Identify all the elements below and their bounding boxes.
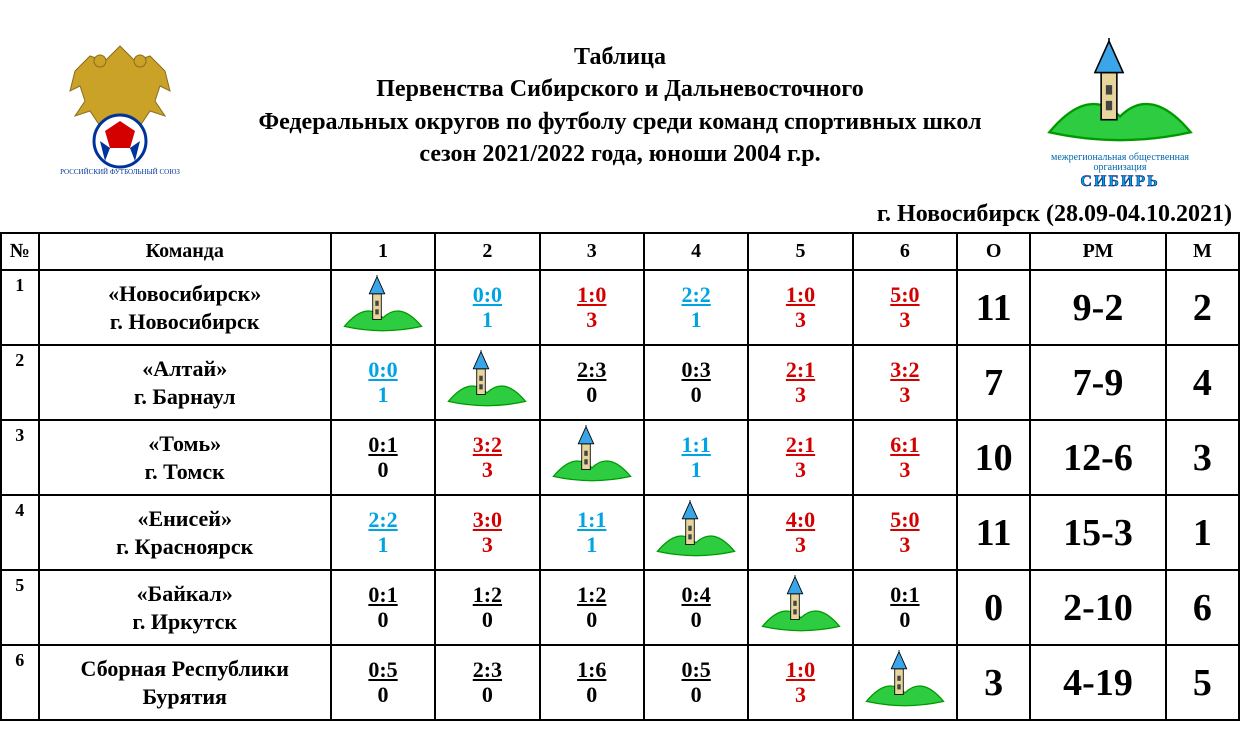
th-g3: 3	[540, 233, 644, 270]
game-cell: 2:30	[540, 345, 644, 420]
game-cell: 6:13	[853, 420, 957, 495]
th-team: Команда	[39, 233, 331, 270]
svg-text:РОССИЙСКИЙ ФУТБОЛЬНЫЙ СОЮЗ: РОССИЙСКИЙ ФУТБОЛЬНЫЙ СОЮЗ	[60, 168, 180, 176]
game-cell: 2:13	[748, 420, 852, 495]
game-cell: 5:03	[853, 270, 957, 345]
team-name: «Байкал»г. Иркутск	[39, 570, 331, 645]
th-g5: 5	[748, 233, 852, 270]
table-row: 2«Алтай»г. Барнаул0:01 2:300:302:133:237…	[1, 345, 1239, 420]
row-number: 1	[1, 270, 39, 345]
th-num: №	[1, 233, 39, 270]
stat-pm: 4-19	[1030, 645, 1166, 720]
team-name: «Новосибирск»г. Новосибирск	[39, 270, 331, 345]
stat-m: 5	[1166, 645, 1239, 720]
stat-o: 11	[957, 270, 1030, 345]
game-cell: 1:20	[435, 570, 539, 645]
team-name: Сборная РеспубликиБурятия	[39, 645, 331, 720]
row-number: 3	[1, 420, 39, 495]
game-cell: 5:03	[853, 495, 957, 570]
table-row: 4«Енисей»г. Красноярск2:213:031:11 4:035…	[1, 495, 1239, 570]
game-cell: 1:20	[540, 570, 644, 645]
title-line1: Таблица	[200, 41, 1040, 73]
game-cell	[435, 345, 539, 420]
game-cell: 1:11	[644, 420, 748, 495]
stat-o: 3	[957, 645, 1030, 720]
game-cell: 0:01	[331, 345, 435, 420]
game-cell: 3:03	[435, 495, 539, 570]
game-cell: 0:10	[853, 570, 957, 645]
th-g1: 1	[331, 233, 435, 270]
logo-small-text: межрегиональная общественная организация	[1040, 153, 1200, 173]
table-row: 3«Томь»г. Томск0:103:23 1:112:136:131012…	[1, 420, 1239, 495]
table-row: 5«Байкал»г. Иркутск0:101:201:200:40 0:10…	[1, 570, 1239, 645]
game-cell: 0:40	[644, 570, 748, 645]
stat-pm: 15-3	[1030, 495, 1166, 570]
logo-left: РОССИЙСКИЙ ФУТБОЛЬНЫЙ СОЮЗ	[40, 36, 200, 176]
team-name: «Томь»г. Томск	[39, 420, 331, 495]
game-cell: 2:30	[435, 645, 539, 720]
game-cell	[748, 570, 852, 645]
game-cell: 1:03	[748, 270, 852, 345]
row-number: 5	[1, 570, 39, 645]
game-cell	[540, 420, 644, 495]
title-block: Таблица Первенства Сибирского и Дальнево…	[200, 41, 1040, 171]
title-line3: Федеральных округов по футболу среди ком…	[200, 106, 1040, 138]
stat-m: 6	[1166, 570, 1239, 645]
stat-pm: 12-6	[1030, 420, 1166, 495]
game-cell: 2:21	[331, 495, 435, 570]
th-g6: 6	[853, 233, 957, 270]
stat-pm: 2-10	[1030, 570, 1166, 645]
th-m: М	[1166, 233, 1239, 270]
location-text: г. Новосибирск (28.09-04.10.2021)	[0, 201, 1240, 228]
row-number: 4	[1, 495, 39, 570]
game-cell: 1:11	[540, 495, 644, 570]
table-row: 6Сборная РеспубликиБурятия0:502:301:600:…	[1, 645, 1239, 720]
game-cell: 0:30	[644, 345, 748, 420]
stat-m: 4	[1166, 345, 1239, 420]
game-cell: 2:21	[644, 270, 748, 345]
th-g2: 2	[435, 233, 539, 270]
game-cell	[644, 495, 748, 570]
stat-m: 2	[1166, 270, 1239, 345]
game-cell: 3:23	[435, 420, 539, 495]
row-number: 6	[1, 645, 39, 720]
game-cell: 0:50	[644, 645, 748, 720]
rfu-logo-icon: РОССИЙСКИЙ ФУТБОЛЬНЫЙ СОЮЗ	[55, 36, 185, 176]
game-cell: 0:50	[331, 645, 435, 720]
game-cell: 2:13	[748, 345, 852, 420]
stat-m: 1	[1166, 495, 1239, 570]
th-g4: 4	[644, 233, 748, 270]
game-cell: 4:03	[748, 495, 852, 570]
title-line4: сезон 2021/2022 года, юноши 2004 г.р.	[200, 138, 1040, 170]
stat-m: 3	[1166, 420, 1239, 495]
stat-o: 10	[957, 420, 1030, 495]
header: РОССИЙСКИЙ ФУТБОЛЬНЫЙ СОЮЗ Таблица Перве…	[0, 20, 1240, 191]
game-cell	[331, 270, 435, 345]
stat-o: 0	[957, 570, 1030, 645]
team-name: «Енисей»г. Красноярск	[39, 495, 331, 570]
stat-pm: 9-2	[1030, 270, 1166, 345]
row-number: 2	[1, 345, 39, 420]
stat-o: 11	[957, 495, 1030, 570]
th-o: О	[957, 233, 1030, 270]
stat-o: 7	[957, 345, 1030, 420]
logo-big-text: СИБИРЬ	[1040, 173, 1200, 191]
logo-right: межрегиональная общественная организация…	[1040, 20, 1200, 191]
game-cell: 1:03	[748, 645, 852, 720]
th-pm: РМ	[1030, 233, 1166, 270]
game-cell: 0:10	[331, 570, 435, 645]
game-cell: 0:01	[435, 270, 539, 345]
title-line2: Первенства Сибирского и Дальневосточного	[200, 73, 1040, 105]
game-cell	[853, 645, 957, 720]
game-cell: 0:10	[331, 420, 435, 495]
header-row: № Команда 1 2 3 4 5 6 О РМ М	[1, 233, 1239, 270]
game-cell: 1:03	[540, 270, 644, 345]
table-row: 1«Новосибирск»г. Новосибирск 0:011:032:2…	[1, 270, 1239, 345]
game-cell: 1:60	[540, 645, 644, 720]
standings-table: № Команда 1 2 3 4 5 6 О РМ М 1«Новосибир…	[0, 232, 1240, 721]
stat-pm: 7-9	[1030, 345, 1166, 420]
team-name: «Алтай»г. Барнаул	[39, 345, 331, 420]
game-cell: 3:23	[853, 345, 957, 420]
